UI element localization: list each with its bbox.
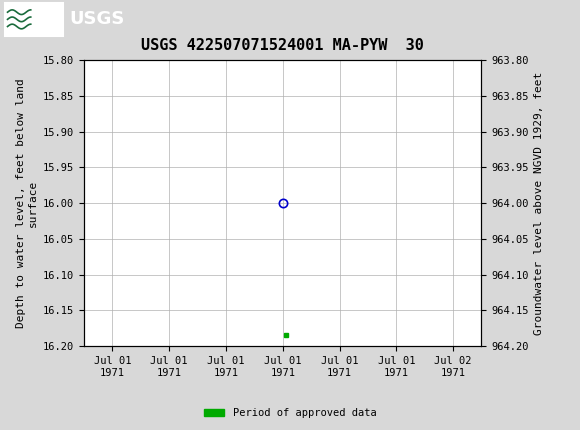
Legend: Period of approved data: Period of approved data [200, 404, 380, 423]
Y-axis label: Depth to water level, feet below land
surface: Depth to water level, feet below land su… [16, 78, 38, 328]
Bar [5, 3, 63, 36]
Text: USGS: USGS [70, 10, 125, 28]
Title: USGS 422507071524001 MA-PYW  30: USGS 422507071524001 MA-PYW 30 [142, 38, 424, 53]
Y-axis label: Groundwater level above NGVD 1929, feet: Groundwater level above NGVD 1929, feet [534, 71, 544, 335]
